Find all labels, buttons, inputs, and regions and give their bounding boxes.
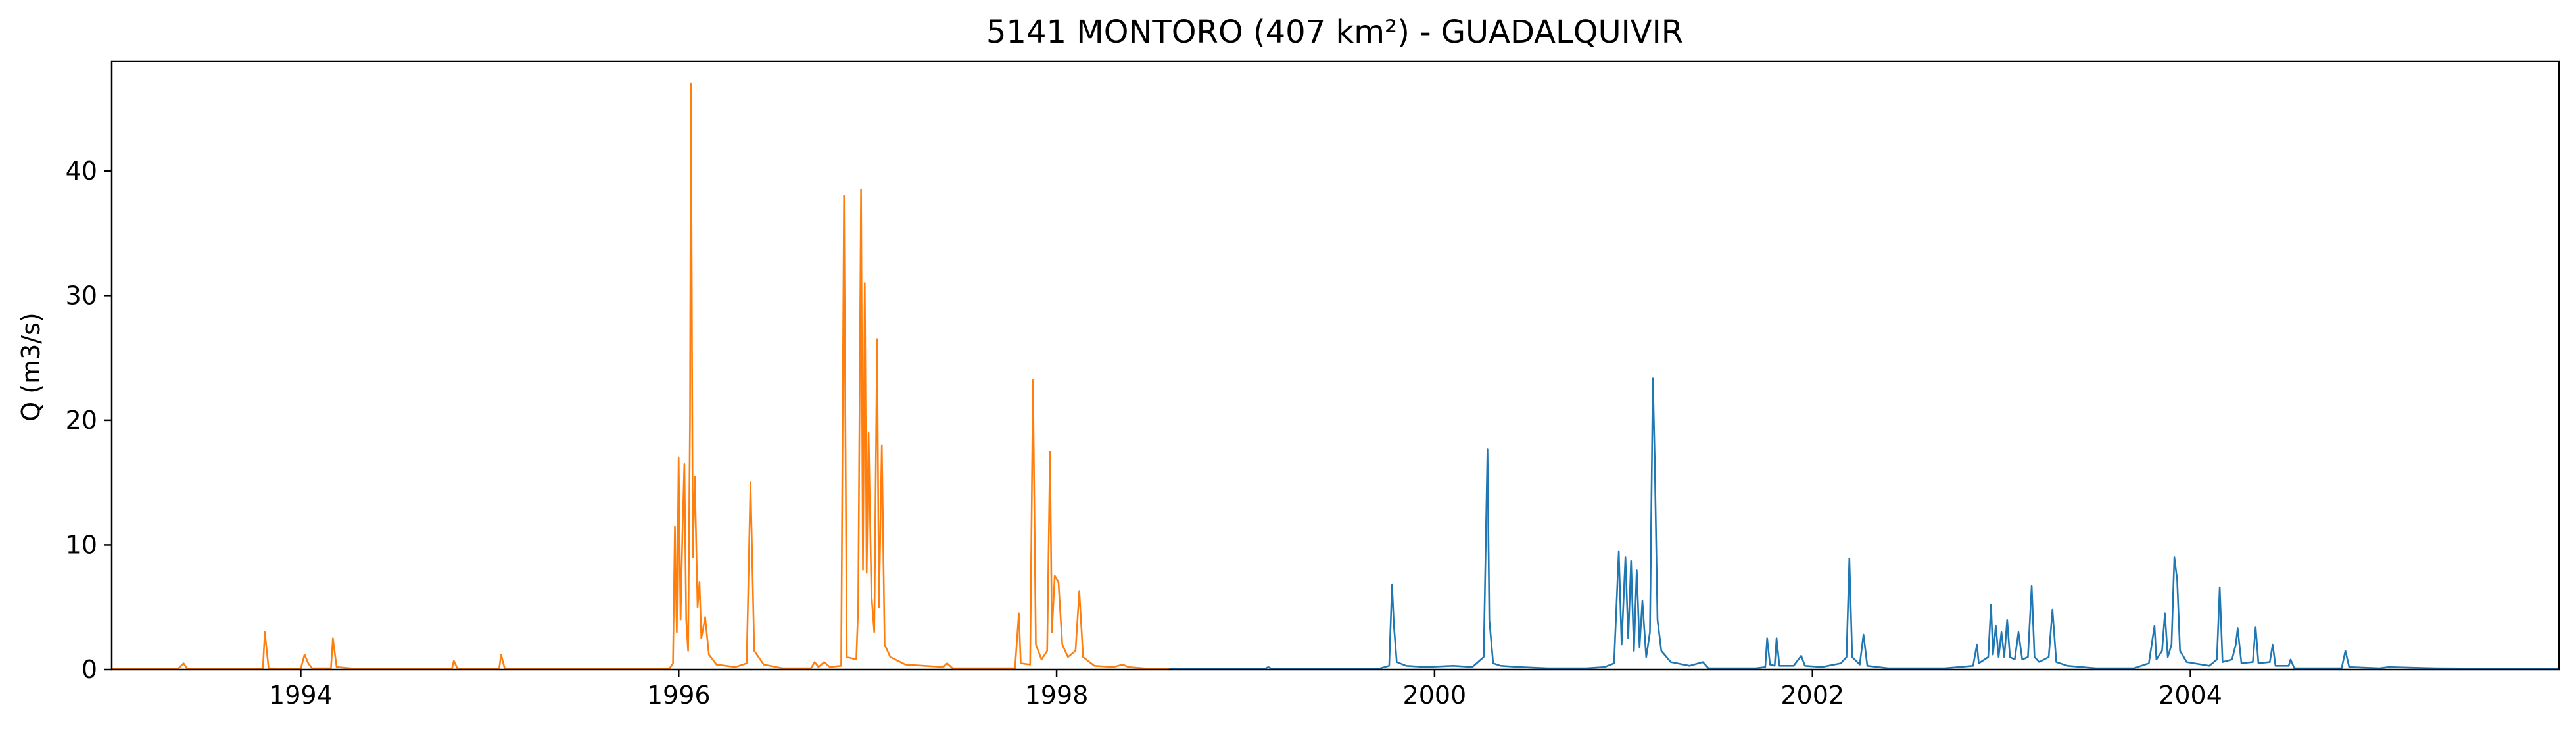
- y-tick-label: 10: [66, 530, 97, 559]
- y-tick-label: 30: [66, 281, 97, 310]
- x-axis-ticks: 1994 1996 1998 2000 2002 2004: [269, 670, 2222, 710]
- chart-title: 5141 MONTORO (407 km²) - GUADALQUIVIR: [986, 14, 1683, 51]
- series-line-1: [110, 82, 1171, 670]
- plot-area-frame: [110, 60, 2560, 671]
- x-tick-label: 2002: [1780, 681, 1844, 710]
- y-tick-label: 0: [82, 655, 97, 684]
- y-tick-label: 40: [66, 157, 97, 185]
- y-axis-label: Q (m3/s): [16, 312, 45, 421]
- y-axis-ticks: 0 10 20 30 40: [66, 157, 112, 684]
- x-tick-label: 1996: [647, 681, 711, 710]
- x-tick-label: 1998: [1025, 681, 1089, 710]
- x-tick-label: 2004: [2159, 681, 2222, 710]
- y-tick-label: 20: [66, 406, 97, 435]
- series-layer: [110, 82, 2560, 670]
- x-tick-label: 2000: [1403, 681, 1467, 710]
- series-line-2: [1169, 377, 2560, 670]
- x-tick-label: 1994: [269, 681, 333, 710]
